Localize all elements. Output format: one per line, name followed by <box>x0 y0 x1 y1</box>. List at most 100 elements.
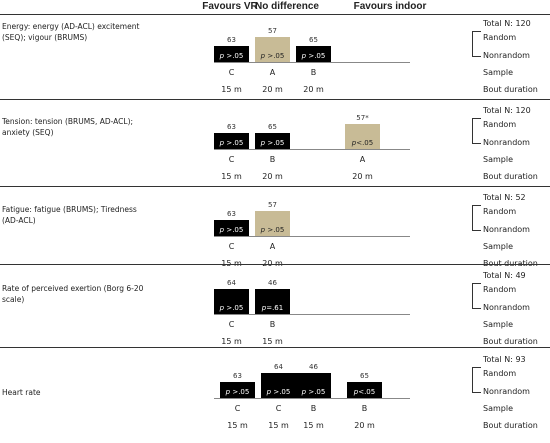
header-no-difference: No difference <box>255 1 319 12</box>
bar-count: 63 <box>227 123 236 131</box>
section-label: Tension: tension (BRUMS, AD-ACL); anxiet… <box>2 117 134 137</box>
p-symbol: p <box>225 388 231 396</box>
p-value-label: p<.05 <box>353 388 376 396</box>
bar-count: 65 <box>268 123 277 131</box>
bar-count: 46 <box>268 279 277 287</box>
section-divider <box>0 264 550 265</box>
p-value-label: p >.05 <box>225 388 250 396</box>
nonrandom-label: Nonrandom <box>483 138 530 147</box>
sample-code: B <box>269 155 276 164</box>
total-n: Total N: 52 <box>483 193 526 202</box>
p-value-label: p >.05 <box>219 226 244 234</box>
bar: p=.61 <box>255 289 290 314</box>
bar-count: 64 <box>274 363 283 371</box>
p-symbol: p <box>219 139 225 147</box>
bar-count: 63 <box>227 36 236 44</box>
sample-code: C <box>228 320 235 329</box>
bout-duration: 20 m <box>262 85 283 94</box>
bout-duration: 15 m <box>221 172 242 181</box>
p-value-label: p >.05 <box>266 388 291 396</box>
p-value-label: p >.05 <box>219 304 244 312</box>
bar-count: 65 <box>360 372 369 380</box>
section-label: Energy: energy (AD-ACL) excitement (SEQ)… <box>2 22 140 42</box>
bar-count: 57* <box>356 114 369 122</box>
p-symbol: p <box>301 388 307 396</box>
p-value-label: p >.05 <box>219 52 244 60</box>
bar-count: 57 <box>268 27 277 35</box>
sample-label: Sample <box>483 155 513 164</box>
bar: p<.05 <box>345 124 380 149</box>
header-divider <box>0 14 550 15</box>
header-favours-indoor: Favours indoor <box>353 1 427 12</box>
random-label: Random <box>483 285 517 294</box>
bar-count: 46 <box>309 363 318 371</box>
bracket <box>472 31 481 57</box>
p-symbol: p <box>301 52 307 60</box>
p-value-label: p >.05 <box>260 139 285 147</box>
random-label: Random <box>483 207 517 216</box>
section-divider <box>0 186 550 187</box>
sample-label: Sample <box>483 242 513 251</box>
sample-code: C <box>228 68 235 77</box>
section-label: Rate of perceived exertion (Borg 6-20 sc… <box>2 284 144 304</box>
p-symbol: p <box>260 226 266 234</box>
p-value-label: p >.05 <box>260 226 285 234</box>
bar: p<.05 <box>347 382 382 398</box>
p-value-label: p >.05 <box>301 388 326 396</box>
p-symbol: p <box>260 52 266 60</box>
bar: p >.05 <box>255 133 290 149</box>
bout-duration: 15 m <box>262 337 283 346</box>
bar-count: 57 <box>268 201 277 209</box>
bar: p >.05 <box>214 133 249 149</box>
bout-duration: 15 m <box>268 421 289 430</box>
p-symbol: p <box>219 304 225 312</box>
bar: p >.05 <box>214 46 249 62</box>
sample-label: Sample <box>483 404 513 413</box>
sample-label: Sample <box>483 68 513 77</box>
bout-duration: 15 m <box>214 259 249 268</box>
bout-duration-label: Bout duration <box>483 85 538 94</box>
baseline <box>214 314 410 315</box>
bracket <box>472 118 481 144</box>
p-symbol: p <box>261 304 267 312</box>
bout-duration: 15 m <box>227 421 248 430</box>
total-n: Total N: 120 <box>483 19 531 28</box>
bar-count: 65 <box>309 36 318 44</box>
bout-duration-label: Bout duration <box>483 337 538 346</box>
sample-code: C <box>234 404 241 413</box>
bout-duration: 20 m <box>255 259 290 268</box>
section-label: Heart rate <box>2 388 41 397</box>
sample-code: B <box>310 404 317 413</box>
sample-code: A <box>359 155 366 164</box>
nonrandom-label: Nonrandom <box>483 51 530 60</box>
sample-code: A <box>269 68 276 77</box>
bracket <box>472 367 481 393</box>
bout-duration-label: Bout duration <box>483 172 538 181</box>
bar: p >.05 <box>220 382 255 398</box>
total-n: Total N: 120 <box>483 106 531 115</box>
p-value-label: p<.05 <box>351 139 374 147</box>
total-n: Total N: 93 <box>483 355 526 364</box>
sample-label: Sample <box>483 320 513 329</box>
sample-code: C <box>228 242 235 251</box>
bar: p >.05 <box>296 373 331 398</box>
p-value-label: p >.05 <box>219 139 244 147</box>
bar: p >.05 <box>214 289 249 314</box>
section-divider <box>0 347 550 348</box>
section-divider <box>0 99 550 100</box>
bracket <box>472 205 481 231</box>
bar-count: 63 <box>233 372 242 380</box>
section-label: Fatigue: fatigue (BRUMS); Tiredness (AD-… <box>2 205 137 225</box>
sample-code: B <box>269 320 276 329</box>
sample-code: B <box>361 404 368 413</box>
bar-count: 63 <box>227 210 236 218</box>
random-label: Random <box>483 369 517 378</box>
baseline <box>214 236 410 237</box>
baseline <box>214 62 410 63</box>
bout-duration-label: Bout duration <box>483 259 538 268</box>
baseline <box>214 149 410 150</box>
random-label: Random <box>483 33 517 42</box>
bout-duration: 15 m <box>221 337 242 346</box>
bar: p >.05 <box>261 373 296 398</box>
bout-duration: 20 m <box>303 85 324 94</box>
